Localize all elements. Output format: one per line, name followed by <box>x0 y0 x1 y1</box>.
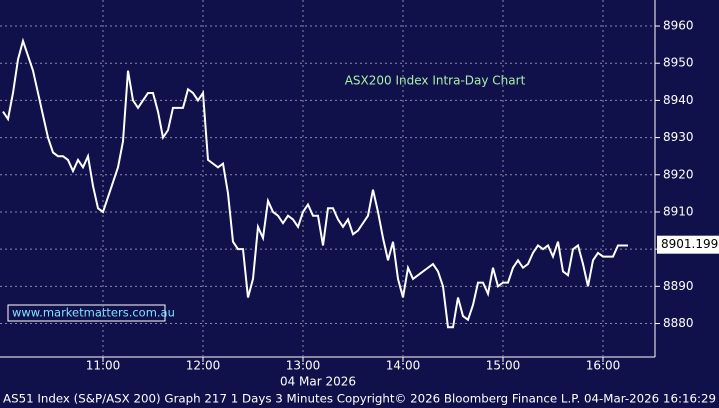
watermark-box <box>7 304 166 322</box>
y-tick-label: 8940 <box>663 93 694 107</box>
y-tick-label: 8910 <box>663 204 694 218</box>
x-axis-label: 04 Mar 2026 <box>280 375 356 389</box>
watermark: www.marketmatters.com.au <box>12 306 175 320</box>
last-value-box <box>657 235 719 254</box>
y-tick-label: 8920 <box>663 167 694 181</box>
x-tick-label: 15:00 <box>486 359 521 373</box>
footer: AS51 Index (S&P/ASX 200) Graph 217 1 Day… <box>3 392 716 406</box>
y-tick-label: 8890 <box>663 279 694 293</box>
y-tick-label: 8930 <box>663 130 694 144</box>
chart-title: ASX200 Index Intra-Day Chart <box>345 74 526 88</box>
x-tick-label: 12:00 <box>186 359 221 373</box>
x-tick-label: 11:00 <box>86 359 121 373</box>
last-value-label: 8901.199 <box>661 237 718 251</box>
price-line <box>2 37 628 329</box>
x-tick-label: 13:00 <box>286 359 321 373</box>
x-tick-label: 16:00 <box>586 359 621 373</box>
x-tick-label: 14:00 <box>386 359 421 373</box>
y-tick-label: 8880 <box>663 316 694 330</box>
y-tick-label: 8950 <box>663 56 694 70</box>
y-tick-label: 8960 <box>663 19 694 33</box>
